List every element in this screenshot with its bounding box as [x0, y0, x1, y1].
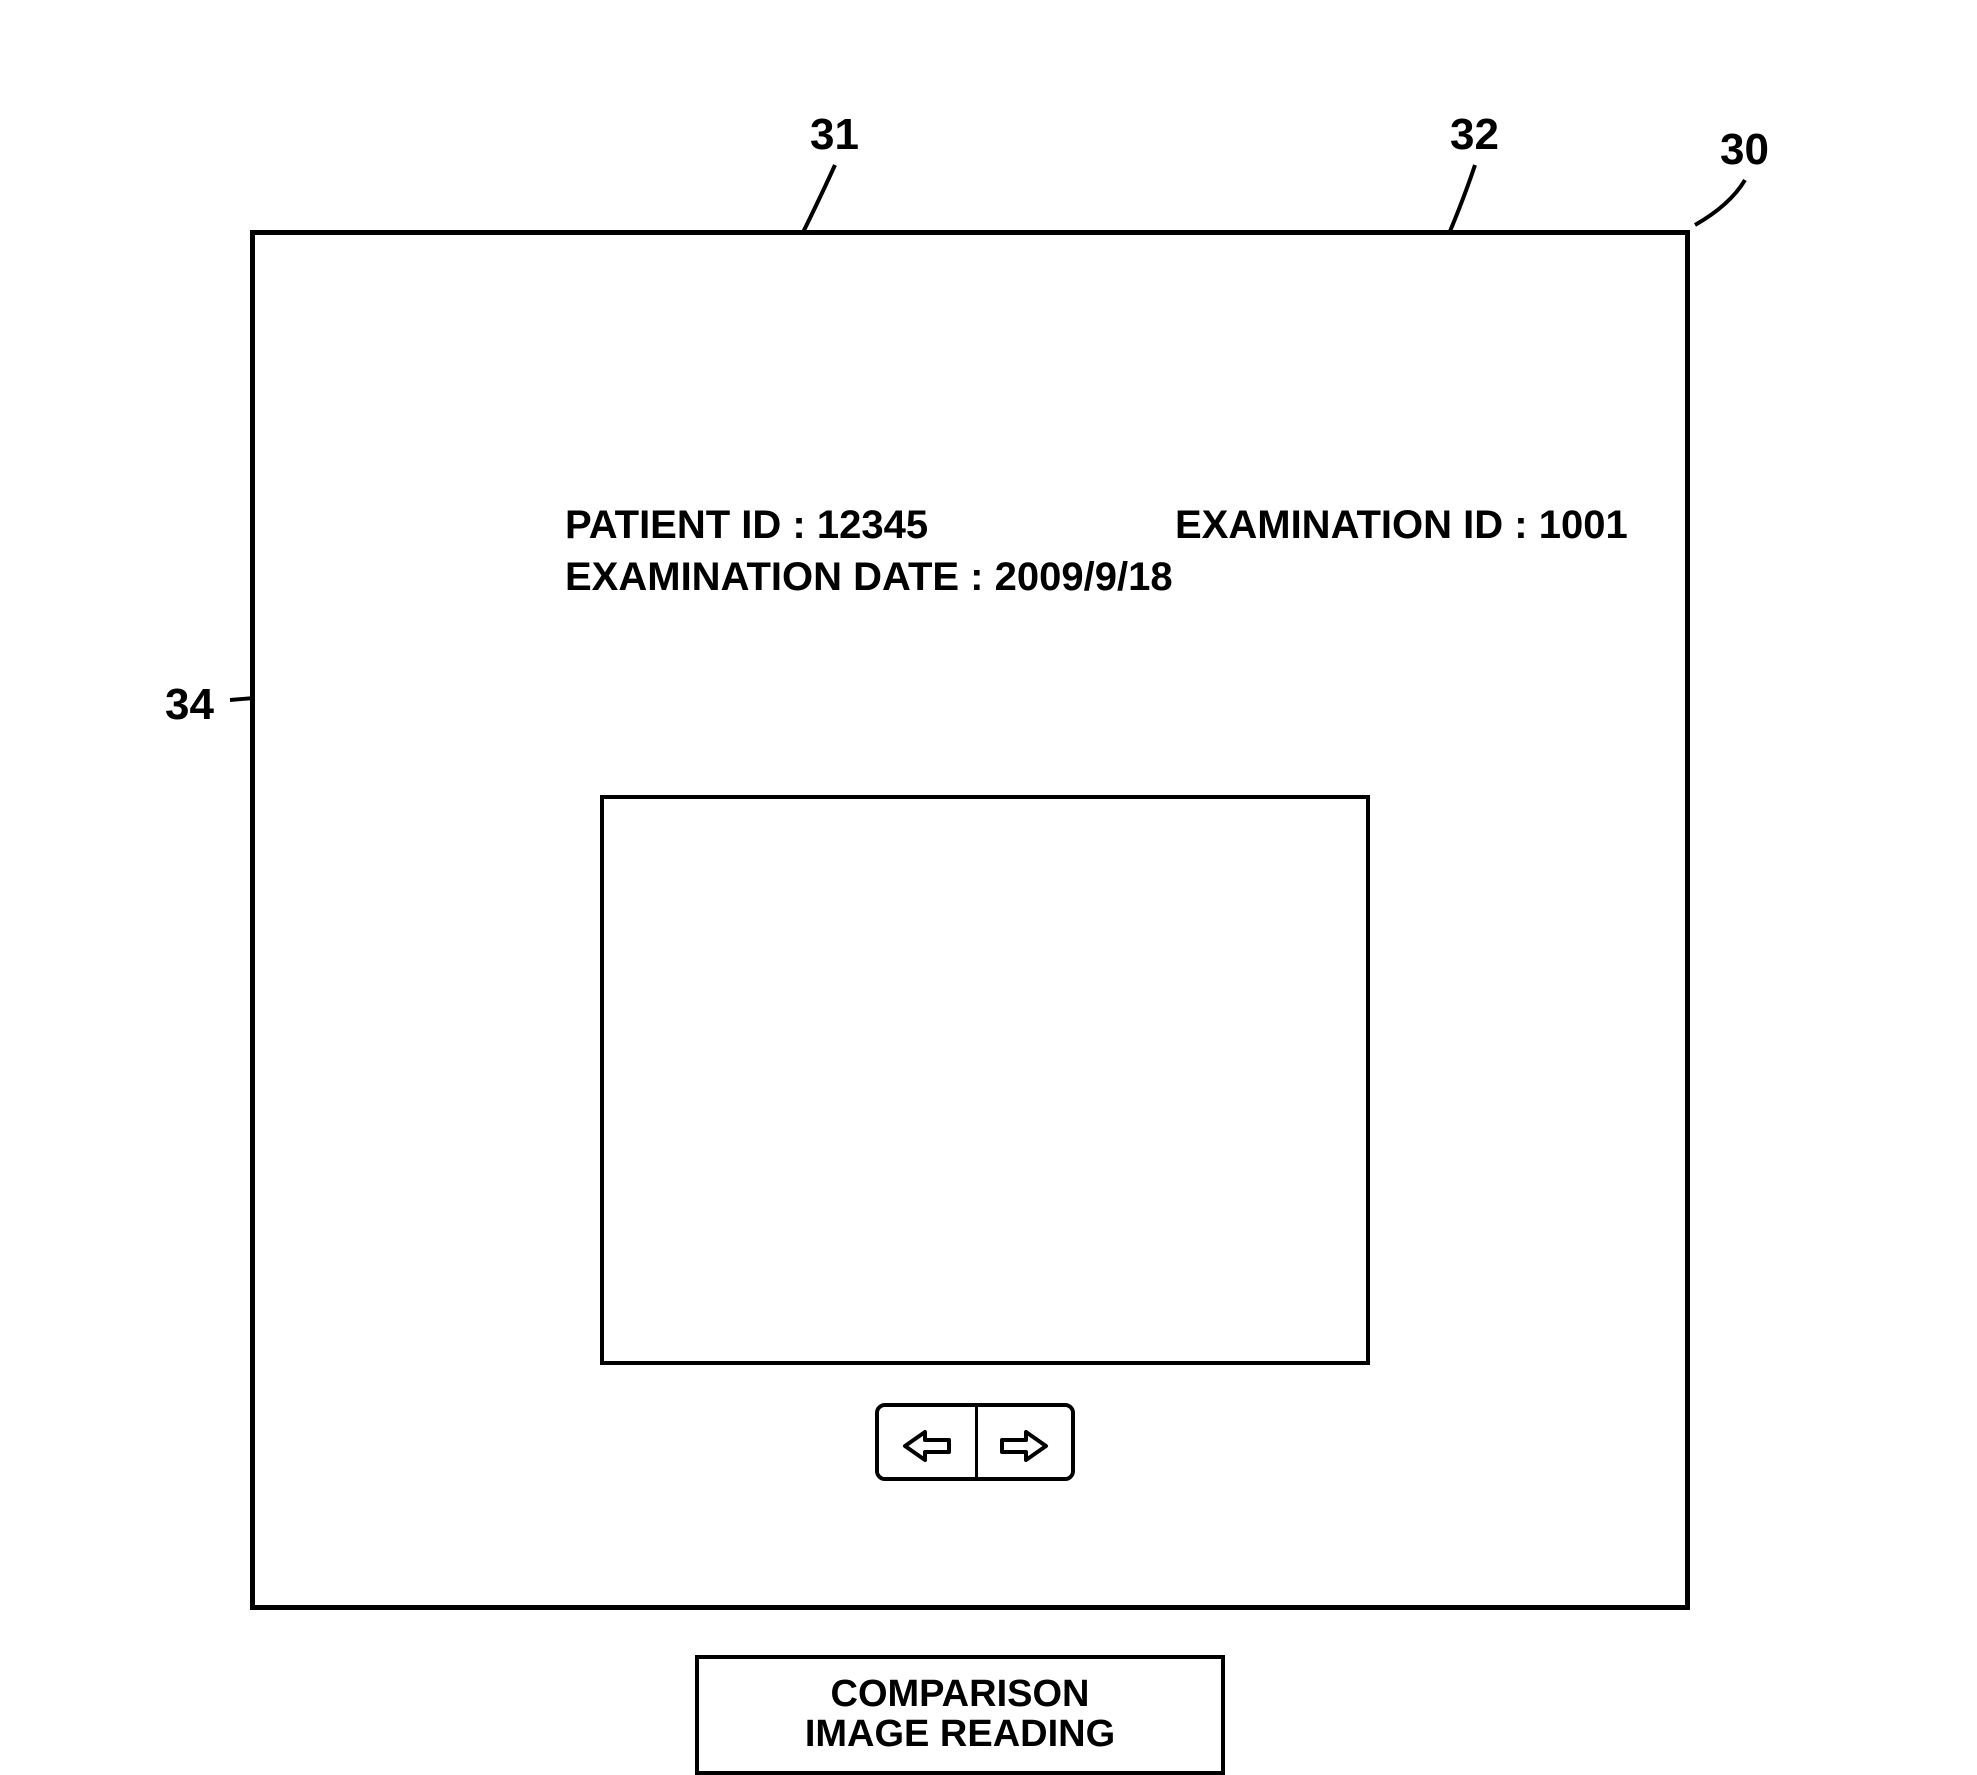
comparison-button-label: COMPARISON IMAGE READING	[805, 1675, 1115, 1755]
arrow-right-icon	[994, 1426, 1054, 1466]
arrow-left-icon	[897, 1426, 957, 1466]
comparison-button-label-line1: COMPARISON	[831, 1673, 1090, 1715]
main-panel: PATIENT ID : 12345 EXAMINATION ID : 1001…	[250, 230, 1690, 1610]
examination-date-field: EXAMINATION DATE : 2009/9/18	[565, 555, 1173, 600]
ref-label-32: 32	[1450, 110, 1499, 160]
ref-label-34: 34	[165, 680, 214, 730]
next-image-button[interactable]	[975, 1407, 1071, 1481]
patient-id-value: 12345	[817, 503, 928, 547]
comparison-image-reading-button[interactable]: COMPARISON IMAGE READING	[695, 1655, 1225, 1775]
image-nav-group	[875, 1403, 1075, 1481]
comparison-button-label-line2: IMAGE READING	[805, 1713, 1115, 1755]
prev-image-button[interactable]	[879, 1407, 975, 1481]
examination-date-value: 2009/9/18	[995, 555, 1173, 599]
ref-label-30: 30	[1720, 125, 1769, 175]
examination-date-sep: :	[959, 555, 995, 599]
examination-id-value: 1001	[1539, 503, 1628, 547]
patient-id-field: PATIENT ID : 12345	[565, 503, 928, 548]
patient-id-sep: :	[781, 503, 817, 547]
figure-canvas: 30 31 32 33 34 35 36 37 PATIENT ID : 123…	[0, 0, 1977, 1736]
patient-id-label: PATIENT ID	[565, 503, 781, 547]
examination-id-sep: :	[1503, 503, 1539, 547]
ref-label-31: 31	[810, 110, 859, 160]
examination-id-field: EXAMINATION ID : 1001	[1175, 503, 1628, 548]
examination-date-label: EXAMINATION DATE	[565, 555, 959, 599]
examination-id-label: EXAMINATION ID	[1175, 503, 1503, 547]
image-display-area[interactable]	[600, 795, 1370, 1365]
